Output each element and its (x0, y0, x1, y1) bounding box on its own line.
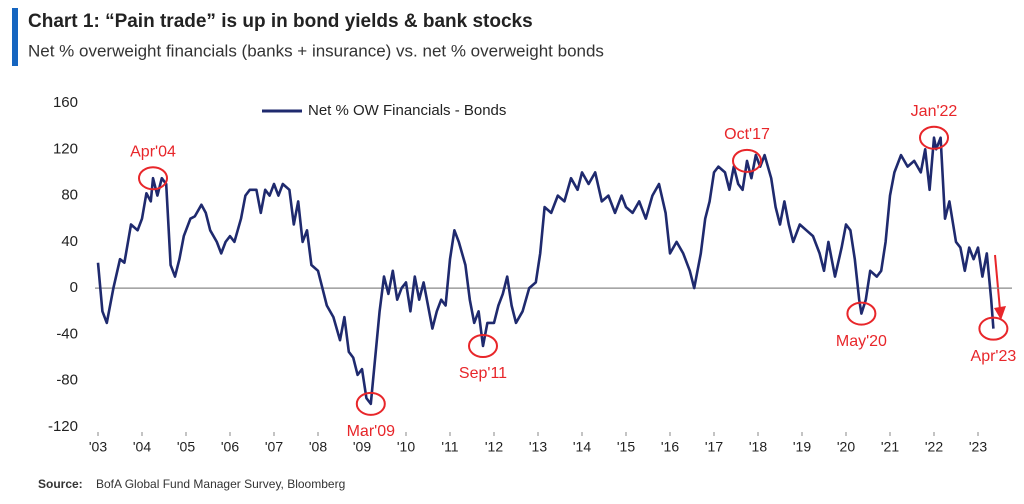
x-tick-label: '09 (353, 439, 371, 455)
x-tick-label: '23 (969, 439, 987, 455)
y-tick-label: 160 (53, 94, 78, 111)
source-label: Source: (38, 477, 83, 491)
x-tick-label: '22 (925, 439, 943, 455)
y-tick-label: 40 (61, 233, 78, 250)
x-tick-label: '20 (837, 439, 855, 455)
x-tick-label: '19 (793, 439, 811, 455)
x-tick-label: '04 (133, 439, 151, 455)
x-tick-label: '15 (617, 439, 635, 455)
x-tick-label: '14 (573, 439, 591, 455)
x-tick-label: '21 (881, 439, 899, 455)
annotation-circle (978, 316, 1009, 341)
x-tick-label: '17 (705, 439, 723, 455)
source-text: BofA Global Fund Manager Survey, Bloombe… (96, 477, 345, 491)
annotation-label: May'20 (836, 333, 887, 350)
x-tick-label: '08 (309, 439, 327, 455)
annotation-label: Oct'17 (724, 126, 770, 143)
y-tick-label: -40 (56, 325, 78, 342)
y-tick-label: -120 (48, 418, 78, 435)
arrow-head (994, 306, 1006, 320)
title-accent (12, 8, 18, 66)
x-tick-label: '05 (177, 439, 195, 455)
arrow-shaft (994, 254, 1001, 311)
annotation-circle (468, 334, 498, 358)
annotation-label: Sep'11 (459, 365, 507, 382)
x-tick-label: '12 (485, 439, 503, 455)
chart-title: Chart 1: “Pain trade” is up in bond yiel… (28, 11, 533, 32)
annotation-label: Jan'22 (911, 103, 958, 120)
annotation-label: Apr'23 (971, 348, 1017, 365)
annotation-circle (846, 301, 877, 326)
annotation-circle (732, 148, 762, 173)
x-tick-label: '13 (529, 439, 547, 455)
x-tick-label: '18 (749, 439, 767, 455)
x-tick-label: '10 (397, 439, 415, 455)
y-tick-label: 80 (61, 187, 78, 204)
x-tick-label: '06 (221, 439, 239, 455)
data-line (96, 136, 995, 406)
annotation-circle (138, 166, 168, 191)
annotation-label: Apr'04 (130, 143, 176, 160)
y-tick-label: 0 (70, 279, 78, 296)
y-tick-label: -80 (56, 372, 78, 389)
legend-label: Net % OW Financials - Bonds (308, 102, 506, 119)
x-tick-label: '16 (661, 439, 679, 455)
chart-subtitle: Net % overweight financials (banks + ins… (28, 41, 604, 60)
annotation-label: Mar'09 (347, 423, 396, 440)
y-tick-label: 120 (53, 140, 78, 157)
x-tick-label: '07 (265, 439, 283, 455)
x-tick-label: '03 (89, 439, 107, 455)
annotation-circle (355, 391, 386, 416)
x-tick-label: '11 (441, 439, 458, 455)
annotation-circle (919, 125, 949, 150)
